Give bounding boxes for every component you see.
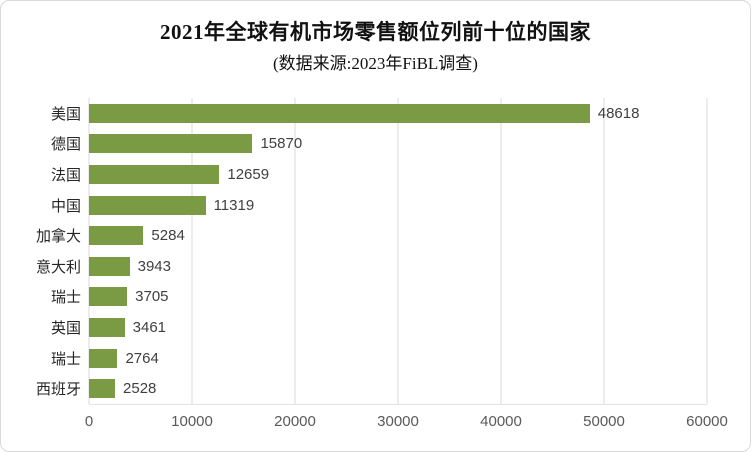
x-tick-label: 50000	[583, 413, 625, 430]
bar	[89, 287, 128, 307]
bar-value-label: 15870	[260, 135, 303, 153]
x-tick-label: 40000	[480, 413, 522, 430]
bar-row: 3705	[89, 282, 707, 313]
x-axis-tick-labels: 0 10000 20000 30000 40000 50000 60000	[85, 413, 728, 435]
x-tick-label: 0	[84, 413, 94, 430]
bar	[89, 195, 206, 215]
bar-row: 3461	[89, 312, 707, 343]
bar-value-label: 3461	[132, 318, 167, 336]
category-label: 英国	[50, 320, 81, 337]
bar-value-label: 48618	[597, 104, 640, 122]
bar-row: 15870	[89, 129, 707, 160]
x-tick-label: 10000	[171, 413, 213, 430]
gridline	[500, 98, 502, 404]
bar-value-label: 3705	[135, 288, 169, 306]
bar	[89, 317, 125, 337]
bar	[89, 256, 130, 276]
bar-value-label: 11319	[213, 196, 255, 214]
bar-row: 48618	[89, 98, 707, 129]
bar-row: 2528	[89, 373, 707, 404]
chart-title: 2021年全球有机市场零售额位列前十位的国家	[160, 20, 591, 44]
x-tick-label: 60000	[686, 413, 728, 430]
category-label: 中国	[50, 198, 81, 215]
bar-row: 5284	[89, 220, 707, 251]
bar-row: 2764	[89, 343, 707, 374]
bar	[89, 103, 590, 123]
category-label: 德国	[50, 137, 81, 154]
bar-row: 12659	[89, 159, 707, 190]
x-tick-label: 30000	[377, 413, 419, 430]
gridline	[191, 98, 193, 404]
bar-value-label: 2528	[123, 380, 157, 398]
bar-rows: 48618 15870 12659 11319 5284 3943 3705 3461 2764…	[89, 98, 707, 404]
plot-area: 48618 15870 12659 11319 5284 3943 3705 3461 2764…	[88, 98, 708, 405]
x-tick-label: 20000	[274, 413, 316, 430]
bar-row: 3943	[89, 251, 707, 282]
bar	[89, 134, 253, 154]
bar	[89, 164, 220, 184]
gridline	[603, 98, 605, 404]
category-label: 加拿大	[35, 229, 81, 246]
category-label: 意大利	[35, 259, 81, 276]
gridline	[706, 98, 708, 404]
chart-subtitle: (数据来源:2023年FiBL调查)	[273, 54, 478, 73]
bar-value-label: 5284	[151, 227, 185, 245]
category-label: 美国	[50, 106, 81, 123]
gridline	[88, 98, 90, 404]
bar-value-label: 12659	[227, 165, 270, 183]
category-label: 瑞士	[50, 351, 81, 368]
bar	[89, 348, 118, 368]
y-axis-category-labels: 美国 德国 法国 中国 加拿大 意大利 瑞士 英国 瑞士 西班牙	[7, 98, 81, 404]
bar	[89, 379, 116, 399]
bar-row: 11319	[89, 190, 707, 221]
bar	[89, 226, 144, 246]
gridline	[397, 98, 399, 404]
bar-value-label: 3943	[137, 257, 171, 275]
category-label: 瑞士	[50, 290, 81, 307]
gridline	[294, 98, 296, 404]
category-label: 西班牙	[35, 382, 81, 399]
category-label: 法国	[50, 167, 81, 184]
bar-value-label: 2764	[125, 349, 159, 367]
